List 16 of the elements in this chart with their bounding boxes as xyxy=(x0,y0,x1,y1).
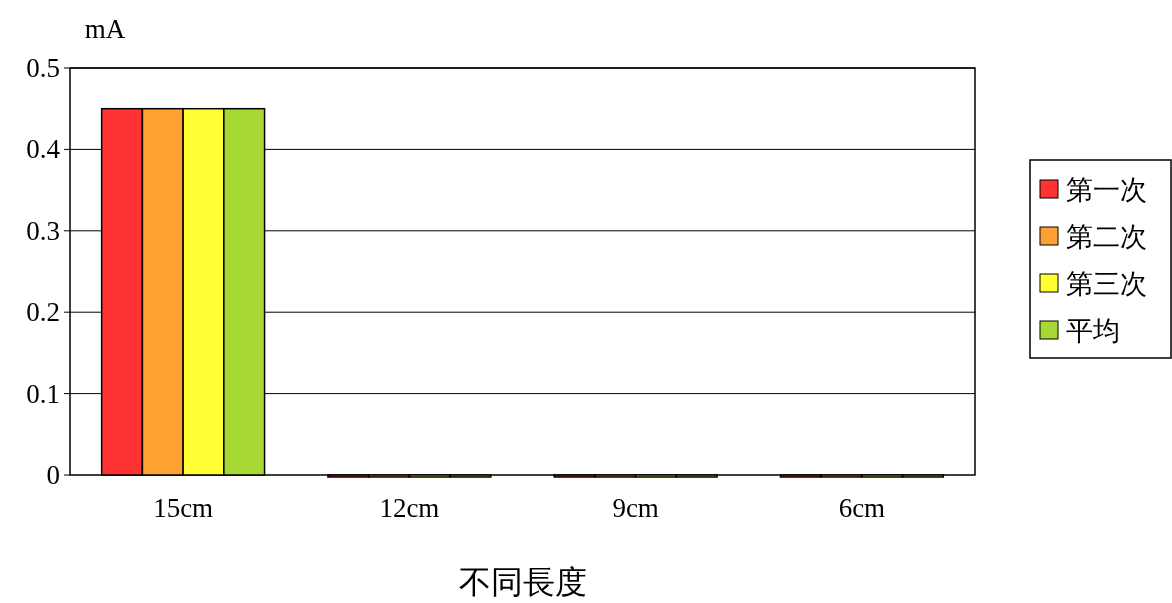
y-tick-label: 0.3 xyxy=(26,215,60,246)
y-tick-label: 0.5 xyxy=(26,53,60,83)
x-tick-label: 15cm xyxy=(153,493,214,523)
x-axis-title: 不同長度 xyxy=(458,564,587,600)
y-tick-label: 0.2 xyxy=(26,297,60,328)
legend-label: 第三次 xyxy=(1066,269,1147,299)
y-axis-title: mA xyxy=(84,14,126,44)
y-tick-label: 0.4 xyxy=(26,134,61,165)
x-tick-label: 9cm xyxy=(612,493,659,523)
x-tick-label: 6cm xyxy=(838,493,886,523)
x-tick-label: 12cm xyxy=(379,493,440,523)
legend-label: 第二次 xyxy=(1066,222,1147,252)
y-tick-label: 0.1 xyxy=(26,378,60,409)
legend-label: 平均 xyxy=(1066,316,1120,346)
legend-label: 第一次 xyxy=(1066,175,1147,205)
y-tick-label: 0 xyxy=(46,460,60,490)
